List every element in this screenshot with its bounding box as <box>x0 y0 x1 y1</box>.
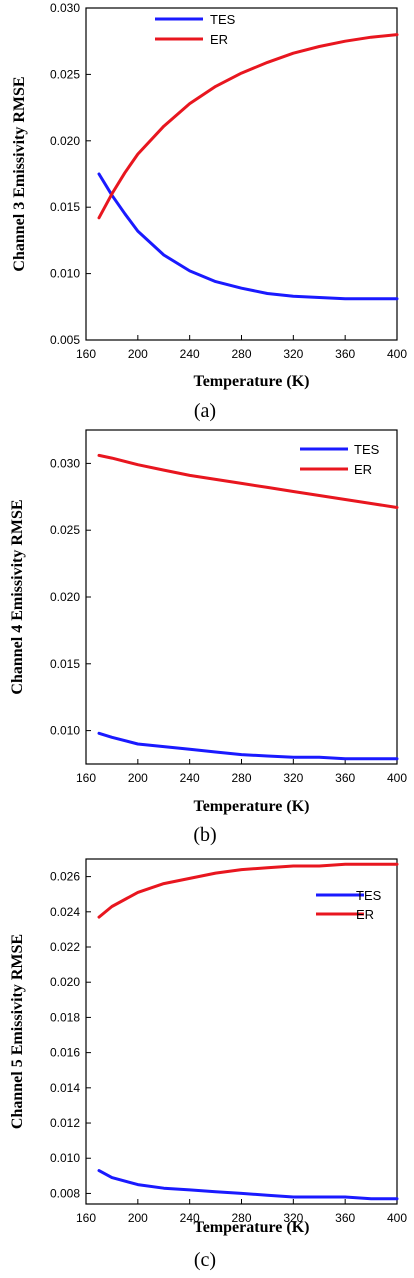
x-tick-label: 360 <box>335 771 355 785</box>
legend-label: TES <box>210 12 236 27</box>
plot-frame <box>85 429 398 765</box>
x-tick-label: 320 <box>283 771 303 785</box>
y-axis-label: Channel 3 Emissivity RMSE <box>11 76 28 271</box>
series-line-er <box>97 33 399 220</box>
y-tick-label: 0.012 <box>50 1116 80 1130</box>
y-tick-label: 0.020 <box>50 134 80 148</box>
x-tick-label: 360 <box>335 347 355 361</box>
x-tick-label: 400 <box>387 1211 407 1225</box>
y-tick-label: 0.010 <box>50 267 80 281</box>
y-tick-label: 0.015 <box>50 657 80 671</box>
series-line-tes <box>97 172 399 301</box>
legend-label: TES <box>354 442 380 457</box>
x-axis-label: Temperature (K) <box>194 798 310 815</box>
legend-label: ER <box>356 907 374 922</box>
x-tick-label: 240 <box>180 771 200 785</box>
legend-label: ER <box>210 32 228 47</box>
x-tick-label: 280 <box>231 1211 251 1225</box>
y-tick-label: 0.020 <box>50 975 80 989</box>
x-tick-label: 400 <box>387 347 407 361</box>
y-axis-label: Channel 5 Emissivity RMSE <box>9 934 26 1129</box>
x-tick-label: 280 <box>231 771 251 785</box>
x-axis-label: Temperature (K) <box>194 373 310 390</box>
legend-label: TES <box>356 888 382 903</box>
plot-frame <box>85 7 398 341</box>
y-tick-label: 0.022 <box>50 940 80 954</box>
x-tick-label: 200 <box>128 771 148 785</box>
x-tick-label: 240 <box>180 347 200 361</box>
series-line-er <box>97 862 399 919</box>
y-tick-label: 0.026 <box>50 870 80 884</box>
y-tick-label: 0.018 <box>50 1010 80 1024</box>
series-line-tes <box>97 1169 399 1201</box>
y-tick-label: 0.010 <box>50 1151 80 1165</box>
panel-label: (b) <box>193 824 216 846</box>
y-tick-label: 0.030 <box>50 456 80 470</box>
x-tick-label: 160 <box>76 1211 96 1225</box>
x-tick-label: 200 <box>128 347 148 361</box>
panel-label: (a) <box>194 400 216 422</box>
chart-panel-b: 160 200 240 280 320 360 400 0.010 0.015 0.020 0.02… <box>9 429 407 846</box>
y-tick-label: 0.024 <box>50 905 80 919</box>
y-tick-label: 0.008 <box>50 1186 80 1200</box>
y-tick-label: 0.025 <box>50 67 80 81</box>
series-line-tes <box>97 731 399 761</box>
y-tick-label: 0.014 <box>50 1081 80 1095</box>
series-line-er <box>97 453 399 509</box>
y-tick-label: 0.020 <box>50 590 80 604</box>
x-tick-label: 200 <box>128 1211 148 1225</box>
legend-label: ER <box>354 462 372 477</box>
chart-panel-c: 160 200 240 280 320 360 400 0.008 0.010 0.012 0.01… <box>9 858 407 1271</box>
panel-label: (c) <box>194 1249 216 1271</box>
y-axis-label: Channel 4 Emissivity RMSE <box>9 499 26 694</box>
x-tick-label: 320 <box>283 1211 303 1225</box>
y-tick-label: 0.010 <box>50 724 80 738</box>
x-tick-label: 320 <box>283 347 303 361</box>
x-axis-label: Temperature (K) <box>194 1219 310 1236</box>
chart-panel-a: 160 200 240 280 320 360 400 0.005 0.010 0.015 0.02… <box>11 1 407 422</box>
y-tick-label: 0.025 <box>50 523 80 537</box>
x-tick-label: 160 <box>76 771 96 785</box>
x-tick-label: 280 <box>231 347 251 361</box>
x-tick-label: 360 <box>335 1211 355 1225</box>
y-tick-label: 0.015 <box>50 200 80 214</box>
y-tick-label: 0.005 <box>50 333 80 347</box>
x-tick-label: 400 <box>387 771 407 785</box>
y-tick-label: 0.016 <box>50 1046 80 1060</box>
plot-frame <box>85 858 398 1205</box>
y-tick-label: 0.030 <box>50 1 80 15</box>
x-tick-label: 160 <box>76 347 96 361</box>
x-tick-label: 240 <box>180 1211 200 1225</box>
